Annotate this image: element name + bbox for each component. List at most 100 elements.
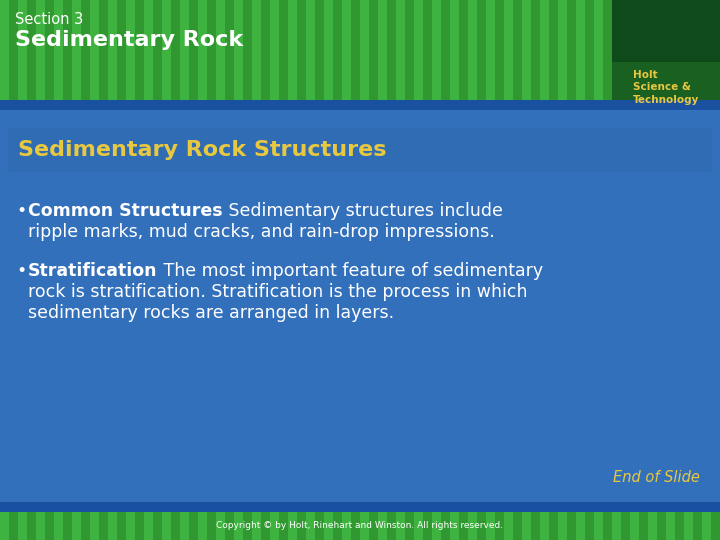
Bar bbox=[693, 0, 702, 100]
Bar bbox=[234, 512, 243, 540]
Bar bbox=[0, 100, 720, 110]
Bar bbox=[594, 0, 603, 100]
Text: Sedimentary structures include: Sedimentary structures include bbox=[222, 202, 503, 220]
Bar bbox=[63, 0, 72, 100]
Bar bbox=[90, 0, 99, 100]
Bar bbox=[297, 512, 306, 540]
Text: Copyright © by Holt, Rinehart and Winston. All rights reserved.: Copyright © by Holt, Rinehart and Winsto… bbox=[217, 522, 503, 530]
Bar bbox=[342, 0, 351, 100]
Text: Section 3: Section 3 bbox=[15, 12, 84, 27]
Bar bbox=[0, 110, 720, 502]
Bar bbox=[288, 0, 297, 100]
Bar bbox=[315, 512, 324, 540]
Bar bbox=[387, 0, 396, 100]
Text: sedimentary rocks are arranged in layers.: sedimentary rocks are arranged in layers… bbox=[28, 304, 394, 322]
Bar bbox=[198, 0, 207, 100]
Bar bbox=[0, 0, 720, 100]
Bar bbox=[81, 0, 90, 100]
Bar bbox=[540, 0, 549, 100]
Bar bbox=[405, 512, 414, 540]
Bar bbox=[459, 512, 468, 540]
Bar bbox=[252, 0, 261, 100]
Bar bbox=[684, 0, 693, 100]
Bar bbox=[171, 0, 180, 100]
Bar bbox=[414, 512, 423, 540]
Bar bbox=[612, 0, 621, 100]
Text: Sedimentary Rock: Sedimentary Rock bbox=[15, 30, 243, 50]
Bar bbox=[369, 512, 378, 540]
Bar bbox=[666, 0, 675, 100]
Bar bbox=[315, 0, 324, 100]
Bar bbox=[711, 512, 720, 540]
Bar bbox=[459, 0, 468, 100]
Bar bbox=[198, 512, 207, 540]
Bar bbox=[180, 0, 189, 100]
Bar bbox=[216, 512, 225, 540]
Bar bbox=[306, 0, 315, 100]
Bar bbox=[72, 512, 81, 540]
Bar bbox=[711, 0, 720, 100]
Bar bbox=[27, 0, 36, 100]
Bar bbox=[648, 0, 657, 100]
Bar bbox=[558, 0, 567, 100]
Text: Holt
Science &
Technology: Holt Science & Technology bbox=[633, 70, 699, 105]
Bar bbox=[657, 512, 666, 540]
Bar bbox=[423, 512, 432, 540]
Bar bbox=[450, 512, 459, 540]
Bar bbox=[279, 0, 288, 100]
Bar bbox=[666, 512, 675, 540]
Bar bbox=[45, 512, 54, 540]
Text: •: • bbox=[16, 202, 26, 220]
Bar bbox=[126, 0, 135, 100]
Bar bbox=[36, 0, 45, 100]
Text: Common Structures: Common Structures bbox=[28, 202, 222, 220]
Bar bbox=[144, 512, 153, 540]
Bar bbox=[549, 0, 558, 100]
Bar bbox=[630, 512, 639, 540]
Bar bbox=[261, 0, 270, 100]
Bar bbox=[432, 0, 441, 100]
Bar bbox=[495, 0, 504, 100]
Bar bbox=[63, 512, 72, 540]
Bar bbox=[27, 512, 36, 540]
Bar bbox=[9, 0, 18, 100]
Bar bbox=[189, 0, 198, 100]
Bar bbox=[513, 512, 522, 540]
Bar bbox=[351, 0, 360, 100]
Bar bbox=[612, 512, 621, 540]
Bar bbox=[153, 0, 162, 100]
Bar bbox=[99, 0, 108, 100]
Bar bbox=[504, 512, 513, 540]
Bar bbox=[243, 512, 252, 540]
Bar bbox=[576, 512, 585, 540]
Bar bbox=[81, 512, 90, 540]
Bar bbox=[396, 512, 405, 540]
Bar bbox=[135, 512, 144, 540]
Bar bbox=[108, 512, 117, 540]
Bar bbox=[585, 512, 594, 540]
Bar bbox=[531, 0, 540, 100]
Bar bbox=[225, 0, 234, 100]
Bar bbox=[432, 512, 441, 540]
Bar bbox=[108, 0, 117, 100]
Bar bbox=[549, 512, 558, 540]
Bar bbox=[153, 512, 162, 540]
Bar bbox=[270, 0, 279, 100]
Bar bbox=[324, 0, 333, 100]
Bar bbox=[0, 512, 9, 540]
Text: Stratification: Stratification bbox=[28, 262, 158, 280]
Bar bbox=[261, 512, 270, 540]
Bar bbox=[657, 0, 666, 100]
Bar bbox=[414, 0, 423, 100]
Bar bbox=[18, 512, 27, 540]
Bar bbox=[531, 512, 540, 540]
Bar bbox=[270, 512, 279, 540]
FancyBboxPatch shape bbox=[8, 128, 712, 172]
Bar bbox=[450, 0, 459, 100]
Bar bbox=[441, 0, 450, 100]
Bar bbox=[162, 0, 171, 100]
Bar bbox=[288, 512, 297, 540]
Bar bbox=[351, 512, 360, 540]
Bar bbox=[54, 512, 63, 540]
Bar bbox=[252, 512, 261, 540]
